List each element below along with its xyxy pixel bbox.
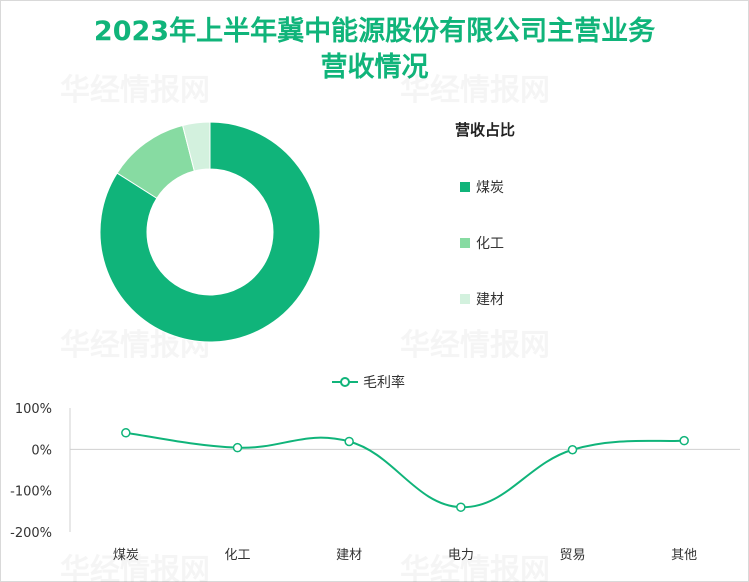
y-tick-label: 100% <box>15 402 52 417</box>
chart-title-line-2: 营收情况 <box>320 52 429 83</box>
chart-title: 2023年上半年冀中能源股份有限公司主营业务 营收情况 <box>0 14 749 86</box>
x-tick-label: 贸易 <box>559 548 585 563</box>
legend-swatch <box>460 238 470 248</box>
legend-swatch <box>460 182 470 192</box>
donut-slice-3 <box>182 121 211 172</box>
legend-label: 建材 <box>476 292 504 308</box>
data-point <box>679 435 689 446</box>
x-tick-label: 煤炭 <box>113 548 139 563</box>
data-point <box>232 442 243 453</box>
legend-label: 化工 <box>476 236 504 252</box>
donut-chart <box>99 121 321 343</box>
x-tick-label: 电力 <box>448 548 474 563</box>
donut-slice-1 <box>99 121 321 343</box>
y-tick-label: 0% <box>31 443 52 458</box>
line-legend: 毛利率 <box>332 374 405 391</box>
line-legend-label: 毛利率 <box>363 374 405 391</box>
line-legend-marker <box>340 377 350 387</box>
y-tick-label: -100% <box>10 485 52 500</box>
x-tick-label: 建材 <box>336 548 362 563</box>
y-tick-label: -200% <box>10 526 52 541</box>
data-point <box>344 436 354 447</box>
legend-label: 煤炭 <box>476 180 504 196</box>
data-point <box>456 502 466 512</box>
watermark: 华经情报网 <box>400 73 550 108</box>
data-point <box>121 428 131 438</box>
data-point <box>567 444 578 455</box>
x-tick-label: 其他 <box>671 548 697 563</box>
watermark: 华经情报网 <box>400 328 550 363</box>
line-plot <box>121 428 689 512</box>
donut-legend-title: 营收占比 <box>455 121 515 139</box>
legend-swatch <box>460 294 470 304</box>
watermark: 华经情报网 <box>60 73 210 108</box>
watermark: 华经情报网 <box>400 553 550 582</box>
series-line <box>125 431 685 509</box>
x-tick-label: 化工 <box>224 548 250 563</box>
chart-title-line-1: 2023年上半年冀中能源股份有限公司主营业务 <box>93 16 656 47</box>
line-axes: 100% 0% -100% -200% 煤炭 化工 建材 电力 贸易 其他 <box>10 402 740 563</box>
